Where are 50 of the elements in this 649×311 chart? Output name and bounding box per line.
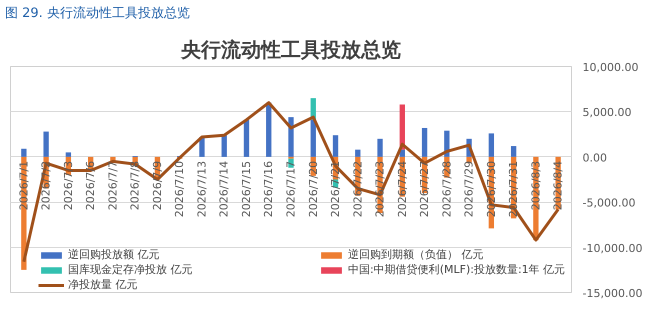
x-tick-label: 2026/7/21 xyxy=(329,160,342,218)
bar xyxy=(355,150,360,157)
x-tick-label: 2026/7/3 xyxy=(62,160,75,210)
x-tick-label: 2026/7/6 xyxy=(84,160,98,210)
bar xyxy=(488,133,494,157)
x-tick-label: 2026/7/16 xyxy=(262,160,276,218)
x-tick-label: 2026/7/30 xyxy=(484,160,498,218)
bar xyxy=(21,148,27,157)
bar xyxy=(510,146,516,157)
x-tick-label: 2026/7/23 xyxy=(374,160,387,218)
x-tick-label: 2026/7/28 xyxy=(440,160,454,218)
x-tick-label: 2026/7/29 xyxy=(462,160,476,218)
bar xyxy=(222,135,227,157)
x-tick-label: 2026/7/10 xyxy=(173,160,186,218)
legend-label: 逆回购投放额 亿元 xyxy=(68,247,160,262)
x-tick-label: 2026/7/14 xyxy=(218,160,231,218)
bar xyxy=(422,128,428,157)
x-tick-label: 2026/7/22 xyxy=(351,160,364,218)
bar xyxy=(310,120,316,157)
y-tick-label: 10,000.00 xyxy=(582,61,638,74)
caption: 图 29. 央行流动性工具投放总览 xyxy=(5,5,190,23)
x-tick-label: 2026/8/4 xyxy=(552,160,565,210)
x-tick-label: 2026/7/20 xyxy=(306,160,320,218)
bar xyxy=(377,138,383,157)
bar xyxy=(332,135,338,157)
legend-label: 中国:中期借贷便利(MLF):投放数量:1年 亿元 xyxy=(348,262,566,277)
x-tick-label: 2026/7/7 xyxy=(106,160,120,210)
bar xyxy=(266,102,272,157)
x-tick-label: 2026/7/27 xyxy=(418,160,432,218)
x-tick-label: 2026/7/9 xyxy=(150,160,164,210)
y-tick-label: 5,000.00 xyxy=(582,106,632,120)
legend-label: 国库现金定存净投放 亿元 xyxy=(68,262,194,277)
x-tick-label: 2026/7/17 xyxy=(284,160,298,218)
x-tick-label: 2026/7/24 xyxy=(396,160,409,218)
y-tick-label: 0.00 xyxy=(582,151,607,164)
y-tick-label: -10,000.00 xyxy=(582,242,642,255)
y-tick-label: -15,000.00 xyxy=(582,287,642,300)
chart-title: 央行流动性工具投放总览 xyxy=(180,38,401,62)
x-tick-label: 2026/7/2 xyxy=(40,160,53,210)
x-tick-label: 2026/7/13 xyxy=(195,160,208,218)
y-tick-label: -5,000.00 xyxy=(582,196,636,210)
x-tick-label: 2026/7/31 xyxy=(507,160,520,218)
bar xyxy=(66,152,72,157)
x-tick-label: 2026/8/3 xyxy=(529,160,542,210)
bar xyxy=(43,132,49,157)
legend-label: 净投放量 亿元 xyxy=(68,277,138,292)
x-tick-label: 2026/7/8 xyxy=(128,160,142,210)
legend-label: 逆回购到期额（负值） 亿元 xyxy=(348,248,484,261)
x-tick-label: 2026/7/15 xyxy=(240,160,253,218)
x-tick-label: 2026/7/1 xyxy=(17,160,30,210)
